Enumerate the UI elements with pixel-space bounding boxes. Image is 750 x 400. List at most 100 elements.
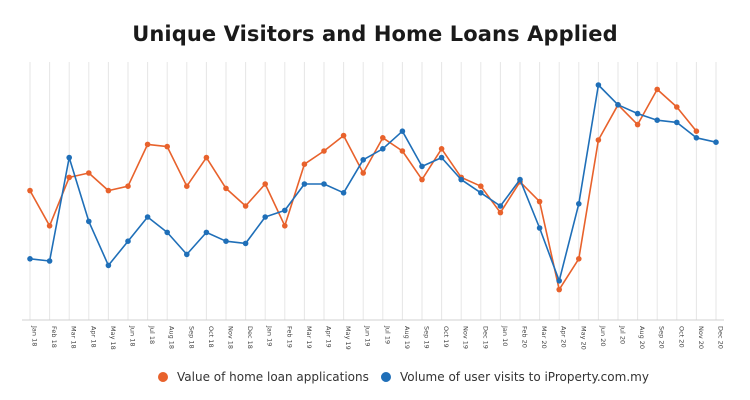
data-point [654, 117, 660, 123]
x-tick-label: Nov 18 [227, 326, 235, 349]
x-tick-label: Sep 20 [658, 326, 666, 349]
data-point [399, 128, 406, 134]
data-point [380, 135, 386, 141]
data-point [86, 218, 92, 225]
legend: Value of home loan applications Volume of… [158, 370, 649, 384]
data-point [321, 181, 327, 187]
data-point [301, 161, 308, 167]
x-tick-label: Mar 20 [540, 326, 548, 349]
data-point [556, 286, 562, 293]
data-point [595, 82, 602, 88]
x-tick-label: Aug 18 [168, 326, 176, 349]
data-point [46, 258, 53, 264]
data-point [693, 128, 700, 134]
data-point [438, 146, 445, 152]
data-point [419, 163, 425, 170]
data-point [203, 229, 210, 236]
x-tick-label: Aug 20 [638, 326, 646, 349]
series-2 [27, 82, 719, 284]
x-tick-label: Apr 19 [325, 326, 333, 348]
x-tick-label: Sep 18 [187, 326, 195, 349]
x-tick-label: Jun 19 [364, 325, 372, 347]
data-point [184, 183, 190, 189]
x-axis-ticks: Jan 18 Feb 18 Mar 18 Apr 18 May 18 Jun 18 Jul … [31, 325, 725, 350]
data-point [497, 209, 504, 216]
data-point [360, 157, 367, 163]
x-tick-label: May 18 [109, 326, 117, 350]
x-tick-label: Jan 10 [501, 325, 509, 346]
x-tick-label: Feb 20 [521, 326, 529, 348]
x-tick-label: Aug 19 [403, 326, 411, 349]
data-point [340, 190, 347, 196]
legend-label: Volume of user visits to iProperty.com.m… [400, 370, 649, 384]
data-point [478, 190, 484, 196]
data-point [634, 121, 641, 128]
x-tick-label: Mar 18 [70, 326, 78, 349]
x-tick-label: Nov 19 [462, 326, 470, 349]
x-tick-label: Oct 20 [677, 326, 685, 348]
data-point [478, 183, 484, 189]
data-point [66, 174, 72, 181]
data-point [576, 201, 582, 207]
data-point [125, 238, 131, 244]
legend-marker [158, 372, 168, 382]
data-point [674, 119, 680, 126]
data-point [399, 148, 406, 154]
data-point [27, 255, 33, 262]
legend-item: Volume of user visits to iProperty.com.m… [381, 370, 649, 384]
data-point [164, 143, 170, 150]
data-point [674, 104, 680, 110]
data-point [86, 170, 92, 176]
data-point [223, 185, 229, 192]
data-point [262, 214, 269, 220]
data-point [46, 223, 53, 229]
data-point [144, 214, 151, 220]
series-line [29, 84, 717, 282]
data-point [380, 146, 386, 152]
x-tick-label: Jan 18 [31, 325, 39, 346]
data-point [282, 223, 288, 229]
x-tick-label: Oct 18 [207, 326, 215, 348]
data-point [262, 181, 269, 187]
x-tick-label: Jul 20 [619, 325, 627, 344]
data-point [419, 176, 425, 183]
data-point [360, 170, 367, 176]
grid-lines [22, 62, 724, 321]
x-tick-label: Nov 20 [697, 326, 705, 349]
x-tick-label: Dec 18 [246, 326, 254, 349]
data-point [693, 135, 700, 141]
data-point [301, 181, 308, 187]
x-tick-label: May 20 [579, 326, 587, 350]
data-point [203, 154, 210, 161]
x-tick-label: Feb 18 [50, 326, 58, 348]
data-point [517, 176, 523, 183]
data-point [654, 86, 660, 93]
series-group [27, 82, 719, 293]
data-point [125, 183, 131, 189]
data-point [144, 141, 151, 148]
data-point [497, 203, 504, 209]
data-point [634, 110, 641, 117]
data-point [66, 154, 72, 161]
data-point [223, 238, 229, 244]
data-point [242, 203, 249, 209]
x-tick-label: Jul 19 [383, 325, 391, 344]
data-point [105, 187, 112, 194]
data-point [340, 132, 347, 139]
data-point [438, 154, 445, 161]
data-point [556, 278, 562, 284]
data-point [713, 139, 719, 145]
x-tick-label: Dec 19 [481, 326, 489, 349]
data-point [615, 102, 621, 108]
x-tick-label: Apr 20 [560, 326, 568, 348]
x-tick-label: Dec 20 [717, 326, 725, 349]
chart-title: Unique Visitors and Home Loans Applied [132, 22, 618, 46]
data-point [321, 148, 327, 154]
data-point [164, 229, 170, 236]
data-point [27, 187, 33, 194]
x-tick-label: Sep 19 [423, 326, 431, 349]
data-point [105, 262, 112, 269]
data-point [458, 176, 465, 183]
x-tick-label: Feb 19 [285, 326, 293, 348]
